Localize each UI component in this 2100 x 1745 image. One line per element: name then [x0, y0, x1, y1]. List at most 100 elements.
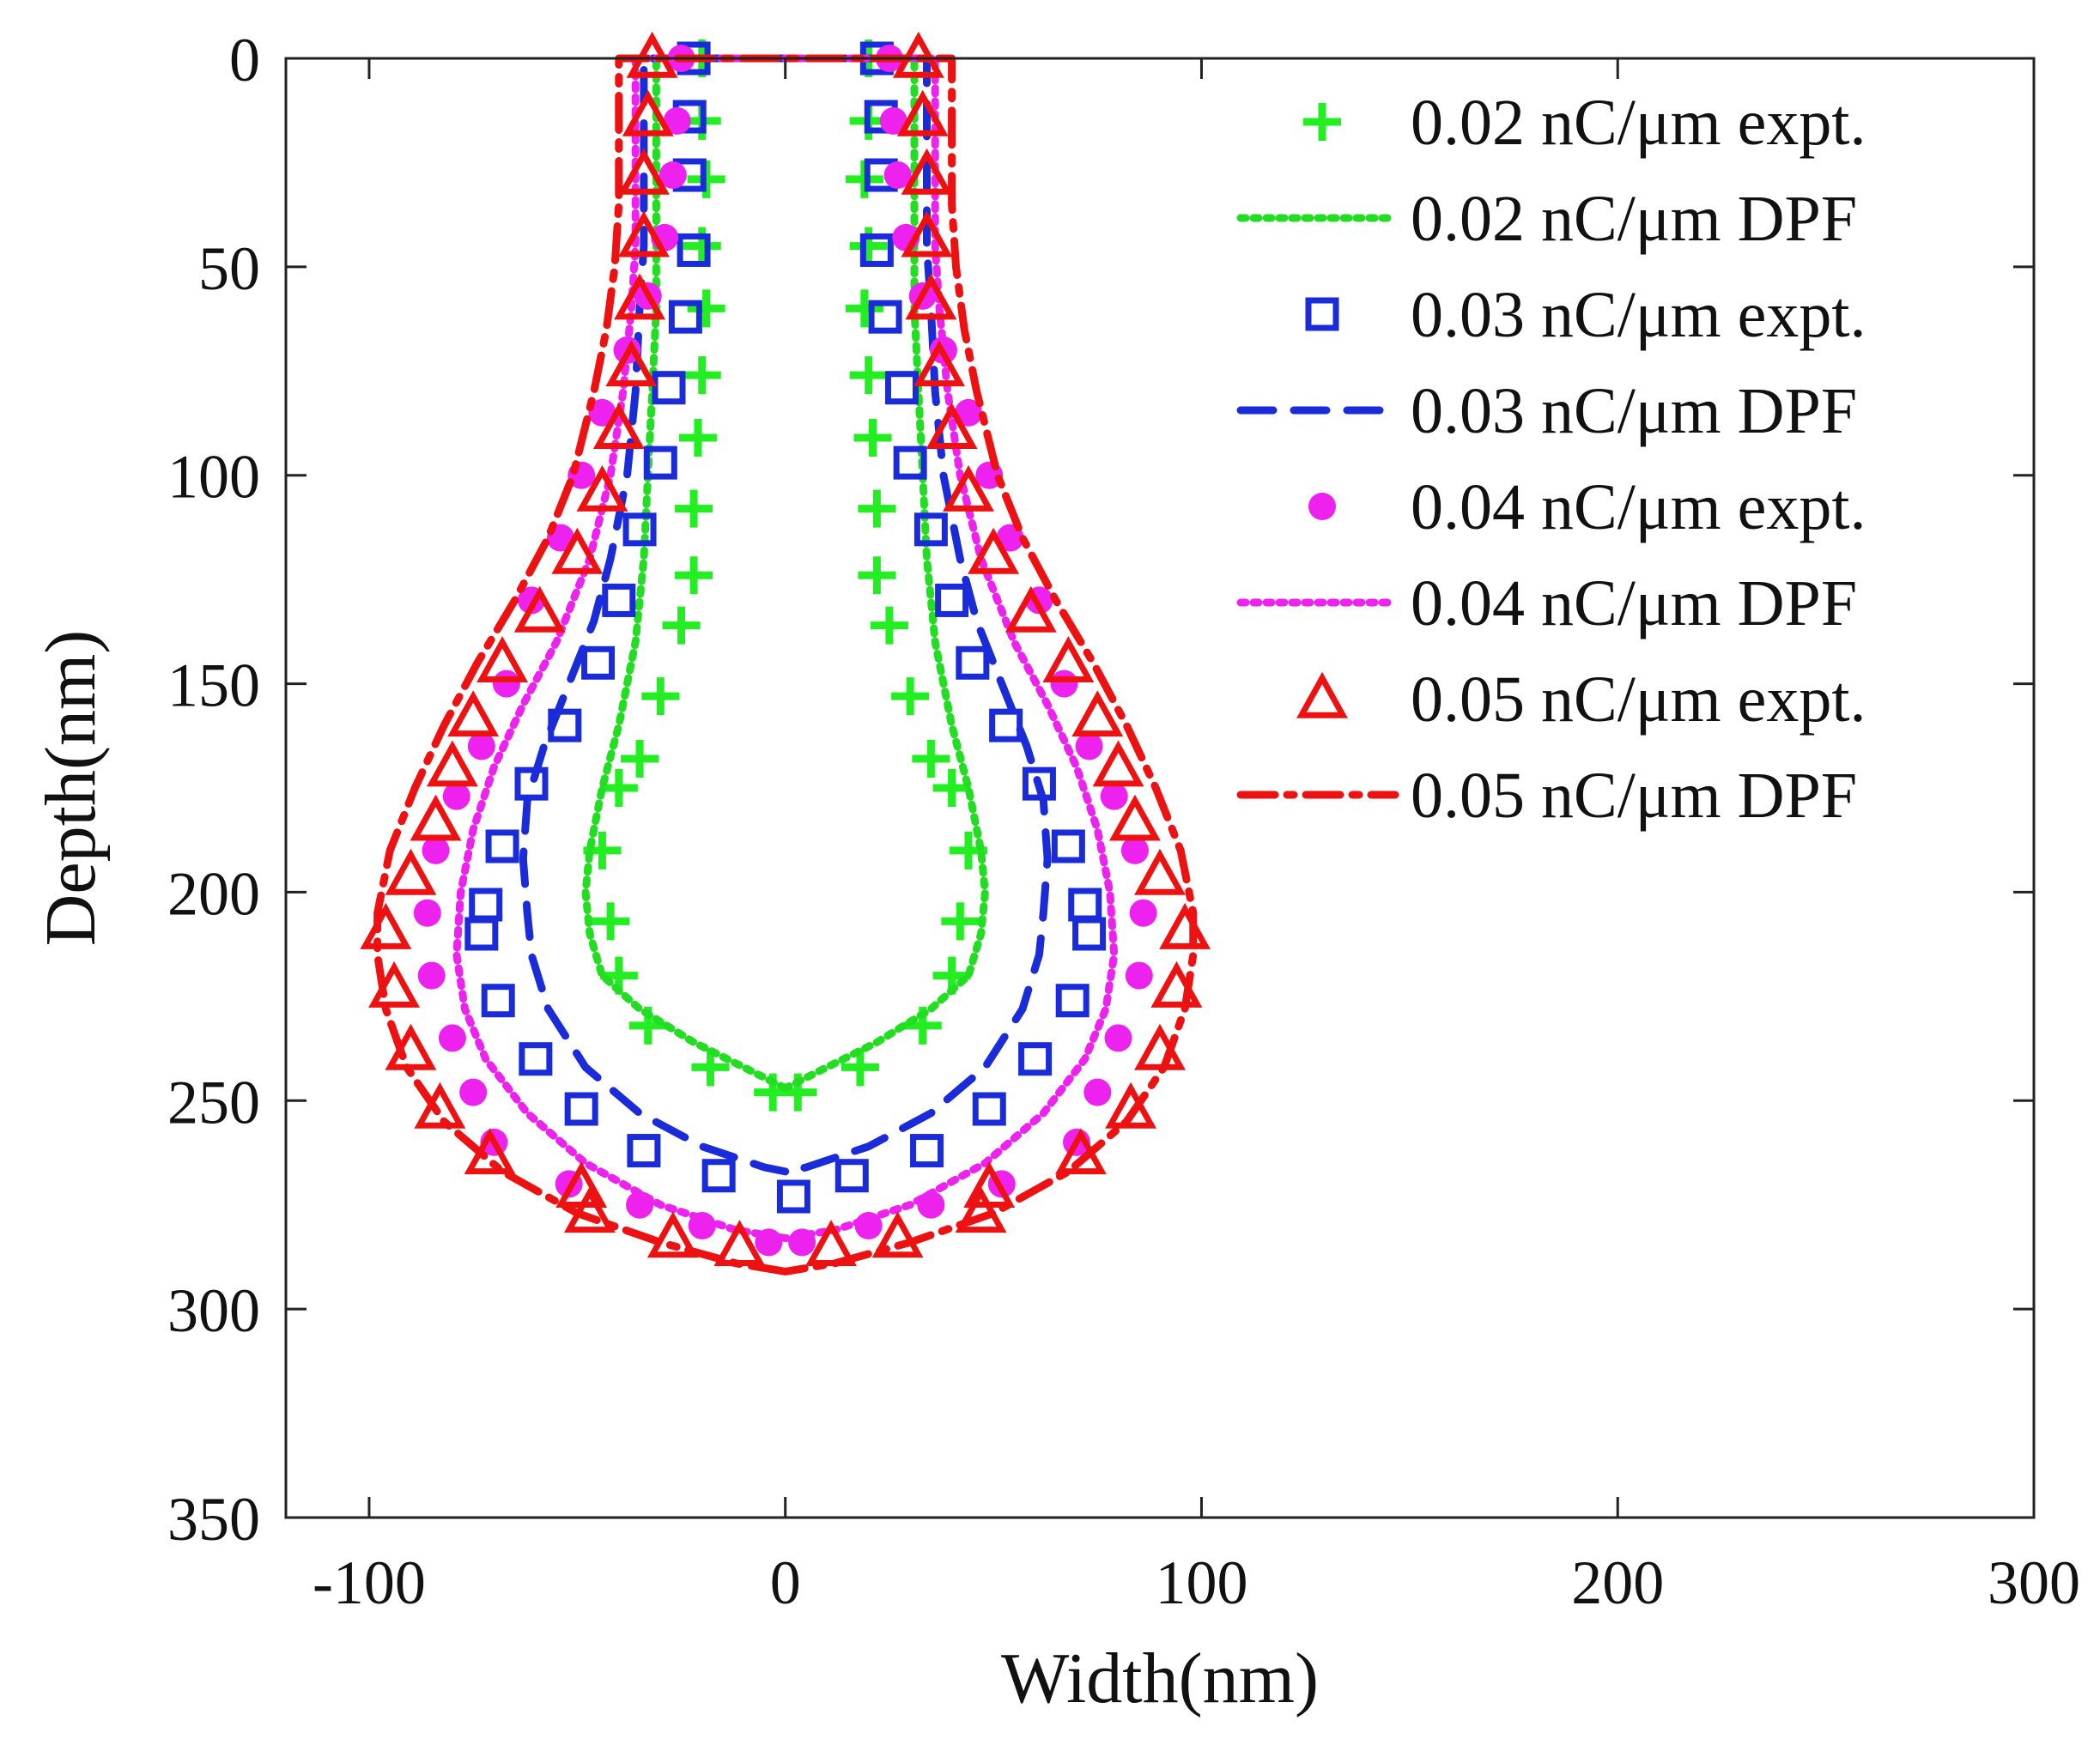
legend-item: 0.03 nC/μm DPF: [1236, 375, 1857, 447]
legend-label: 0.05 nC/μm expt.: [1411, 663, 1866, 736]
data-point: [677, 233, 711, 267]
data-point: [858, 489, 896, 528]
data-point: [858, 556, 896, 595]
data-point: [913, 512, 948, 547]
series-line: [452, 54, 1119, 1243]
data-point: [913, 340, 966, 387]
data-point: [935, 583, 969, 617]
y-tick-label: 150: [167, 651, 260, 720]
data-point: [459, 1078, 488, 1106]
data-point: [1075, 732, 1103, 760]
data-point: [1104, 1024, 1132, 1052]
data-point: [605, 340, 658, 387]
data-point: [871, 1211, 924, 1258]
data-point: [588, 398, 616, 427]
data-point: [564, 1092, 598, 1126]
data-point: [901, 210, 953, 258]
data-point: [893, 445, 927, 480]
series-4: [519, 54, 1052, 1176]
axis-ticks: -100 0 100 200 300 0 50 100 150 200 250 300 350: [167, 26, 2080, 1617]
data-point: [1083, 1078, 1112, 1106]
data-point: [662, 606, 701, 645]
data-point: [883, 161, 912, 189]
data-point: [896, 89, 949, 136]
data-point: [701, 1159, 736, 1193]
data-point: [581, 645, 616, 680]
series-line: [519, 54, 1052, 1176]
data-point: [1055, 984, 1089, 1018]
data-point: [668, 300, 702, 334]
data-point: [617, 210, 670, 258]
data-point: [905, 273, 957, 320]
data-point: [943, 464, 994, 512]
data-point: [675, 489, 713, 528]
y-tick-label: 250: [167, 1068, 260, 1136]
data-point: [972, 1092, 1006, 1126]
legend-item: 0.04 nC/μm DPF: [1236, 567, 1857, 639]
legend-label: 0.02 nC/μm DPF: [1411, 183, 1857, 255]
data-point: [835, 1159, 869, 1193]
data-point: [447, 690, 500, 737]
data-point: [683, 227, 721, 265]
data-point: [592, 902, 630, 941]
x-tick-label: 0: [770, 1548, 801, 1617]
data-point: [513, 585, 566, 633]
x-tick-label: 100: [1155, 1548, 1247, 1617]
plot-area: [360, 31, 1211, 1275]
series-8: [373, 54, 1198, 1275]
legend-label: 0.05 nC/μm DPF: [1411, 760, 1857, 832]
data-point: [469, 888, 503, 922]
series-line: [373, 54, 1198, 1275]
data-point: [426, 740, 478, 787]
data-point: [912, 740, 950, 778]
legend-item: 0.04 nC/μm expt.: [1308, 471, 1866, 543]
legend-marker: [1303, 103, 1341, 141]
data-point: [805, 1220, 857, 1266]
data-point: [576, 464, 628, 512]
data-point: [1092, 740, 1144, 787]
data-point: [1129, 899, 1157, 927]
legend-marker: [1296, 671, 1348, 718]
legend-label: 0.04 nC/μm DPF: [1411, 567, 1857, 639]
data-point: [417, 961, 446, 990]
data-point: [476, 636, 529, 682]
x-axis-label: Width(nm): [1001, 1639, 1319, 1718]
data-point: [467, 732, 495, 760]
data-point: [853, 419, 892, 457]
legend-marker: [1305, 297, 1339, 331]
y-tick-label: 300: [167, 1276, 260, 1345]
y-tick-label: 50: [198, 234, 260, 303]
data-point: [941, 902, 980, 941]
legend-label: 0.04 nC/μm expt.: [1411, 471, 1866, 543]
data-point: [1159, 902, 1211, 949]
data-point: [385, 848, 437, 895]
data-point: [879, 106, 907, 135]
data-point: [652, 371, 686, 405]
x-tick-label: 200: [1571, 1548, 1664, 1617]
data-point: [413, 899, 441, 927]
data-point: [592, 403, 645, 449]
data-point: [485, 829, 519, 863]
y-tick-label: 200: [167, 859, 260, 928]
legend-label: 0.03 nC/μm expt.: [1411, 279, 1866, 351]
data-point: [845, 289, 883, 328]
legend-marker: [1308, 493, 1336, 520]
data-point: [926, 403, 978, 449]
data-point: [1068, 888, 1102, 922]
data-point: [849, 227, 888, 265]
data-point: [683, 356, 721, 395]
data-point: [643, 445, 677, 480]
y-tick-label: 100: [167, 443, 260, 512]
data-point: [868, 300, 902, 334]
data-point: [360, 902, 412, 949]
data-point: [901, 148, 953, 195]
legend: 0.02 nC/μm expt. 0.02 nC/μm DPF 0.03 nC/μm…: [1236, 87, 1866, 832]
y-axis-label: Depth(nm): [31, 630, 111, 947]
legend-item: 0.05 nC/μm expt.: [1296, 663, 1866, 736]
legend-item: 0.05 nC/μm DPF: [1236, 760, 1857, 832]
data-point: [1120, 836, 1149, 864]
data-point: [884, 371, 919, 405]
legend-label: 0.03 nC/μm DPF: [1411, 375, 1857, 447]
legend-item: 0.02 nC/μm expt.: [1303, 87, 1866, 159]
